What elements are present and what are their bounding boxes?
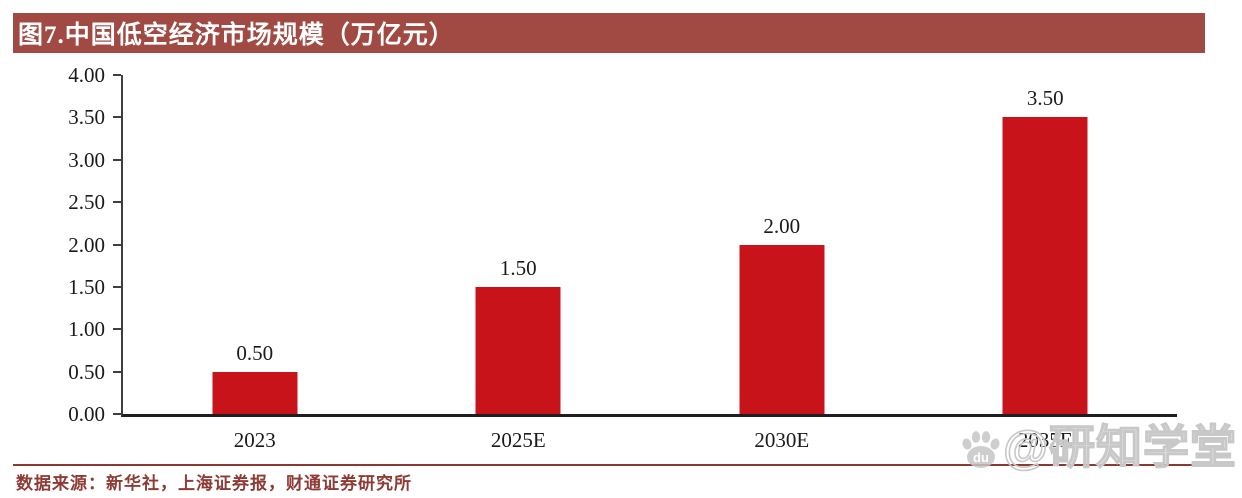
y-tick-label: 4.00 (68, 63, 105, 87)
bar-slot-2035E: 3.50 2035E (914, 75, 1178, 452)
x-tick-label: 2030E (754, 428, 810, 452)
y-tick-label: 3.00 (68, 147, 105, 172)
bar-value-label: 0.50 (236, 340, 274, 365)
y-axis: 0.00 0.50 1.00 1.50 2.00 2.50 3.00 3.50 4.00 (0, 64, 121, 425)
bar-2025E (475, 286, 561, 414)
bar-value-label: 1.50 (499, 255, 537, 280)
bar-slot-2025E: 1.50 2025E (387, 75, 651, 452)
y-tick-label: 1.00 (68, 317, 105, 342)
data-source-text: 数据来源：新华社，上海证券报，财通证券研究所 (16, 474, 412, 493)
y-tick-mark (113, 328, 121, 331)
bar-value-label: 2.00 (763, 213, 801, 238)
y-tick-label: 2.00 (68, 232, 105, 257)
y-tick-mark (113, 116, 121, 119)
y-tick-mark (113, 158, 121, 161)
y-tick-label: 0.50 (68, 359, 105, 384)
y-tick-label: 1.50 (68, 274, 105, 299)
x-tick-label: 2025E (490, 428, 546, 452)
y-tick-mark (113, 243, 121, 246)
y-tick-mark (113, 413, 121, 415)
y-tick-label: 2.50 (68, 190, 105, 215)
footer-divider (13, 464, 1231, 466)
y-tick-mark (113, 370, 121, 373)
y-tick-mark (113, 285, 121, 288)
y-tick-label: 0.00 (68, 402, 105, 426)
bar-value-label: 3.50 (1026, 86, 1064, 111)
x-tick-label: 2023 (233, 428, 276, 452)
bar-2035E (1002, 117, 1088, 414)
chart-title-bar: 图7.中国低空经济市场规模（万亿元） (13, 13, 1205, 53)
y-tick-mark (113, 74, 121, 76)
bar-slot-2023: 0.50 2023 (123, 75, 387, 452)
bar-slot-2030E: 2.00 2030E (650, 75, 914, 452)
chart-title: 图7.中国低空经济市场规模（万亿元） (18, 22, 455, 49)
bar-2023 (212, 371, 298, 414)
plot-area: 0.50 2023 1.50 2025E 2.00 2030E 3.50 2035E (121, 75, 1178, 452)
bar-2030E (739, 244, 825, 414)
y-tick-mark (113, 201, 121, 204)
y-tick-label: 3.50 (68, 105, 105, 130)
x-tick-label: 2035E (1017, 428, 1073, 452)
